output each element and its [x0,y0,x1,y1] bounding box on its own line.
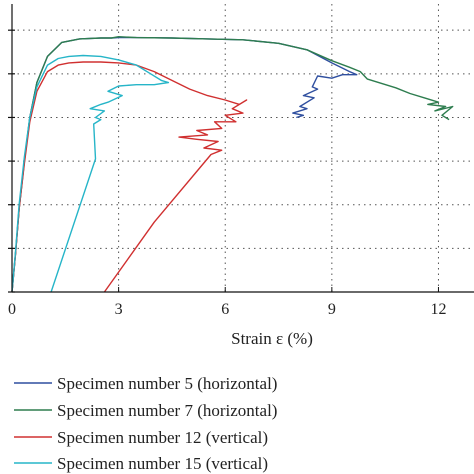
series-line-1 [11,36,454,293]
legend-label-1: Specimen number 7 (horizontal) [57,401,277,420]
legend: Specimen number 5 (horizontal) Specimen n… [14,374,277,473]
axes [11,4,474,293]
series-line-2 [11,61,248,293]
legend-label-0: Specimen number 5 (horizontal) [57,374,277,393]
legend-label-3: Specimen number 15 (vertical) [57,454,268,473]
x-tick-label-4: 12 [430,301,446,318]
x-tick-label-3: 9 [328,301,336,318]
legend-label-2: Specimen number 12 (vertical) [57,428,268,447]
x-axis-title: Strain ε (%) [231,329,313,348]
ticks: 0 3 6 9 12 [8,29,446,318]
x-tick-label-1: 3 [115,301,123,318]
series-layer [11,36,454,293]
x-tick-label-2: 6 [221,301,229,318]
x-tick-label-0: 0 [8,301,16,318]
series-line-3 [11,54,170,293]
grid [12,4,474,292]
